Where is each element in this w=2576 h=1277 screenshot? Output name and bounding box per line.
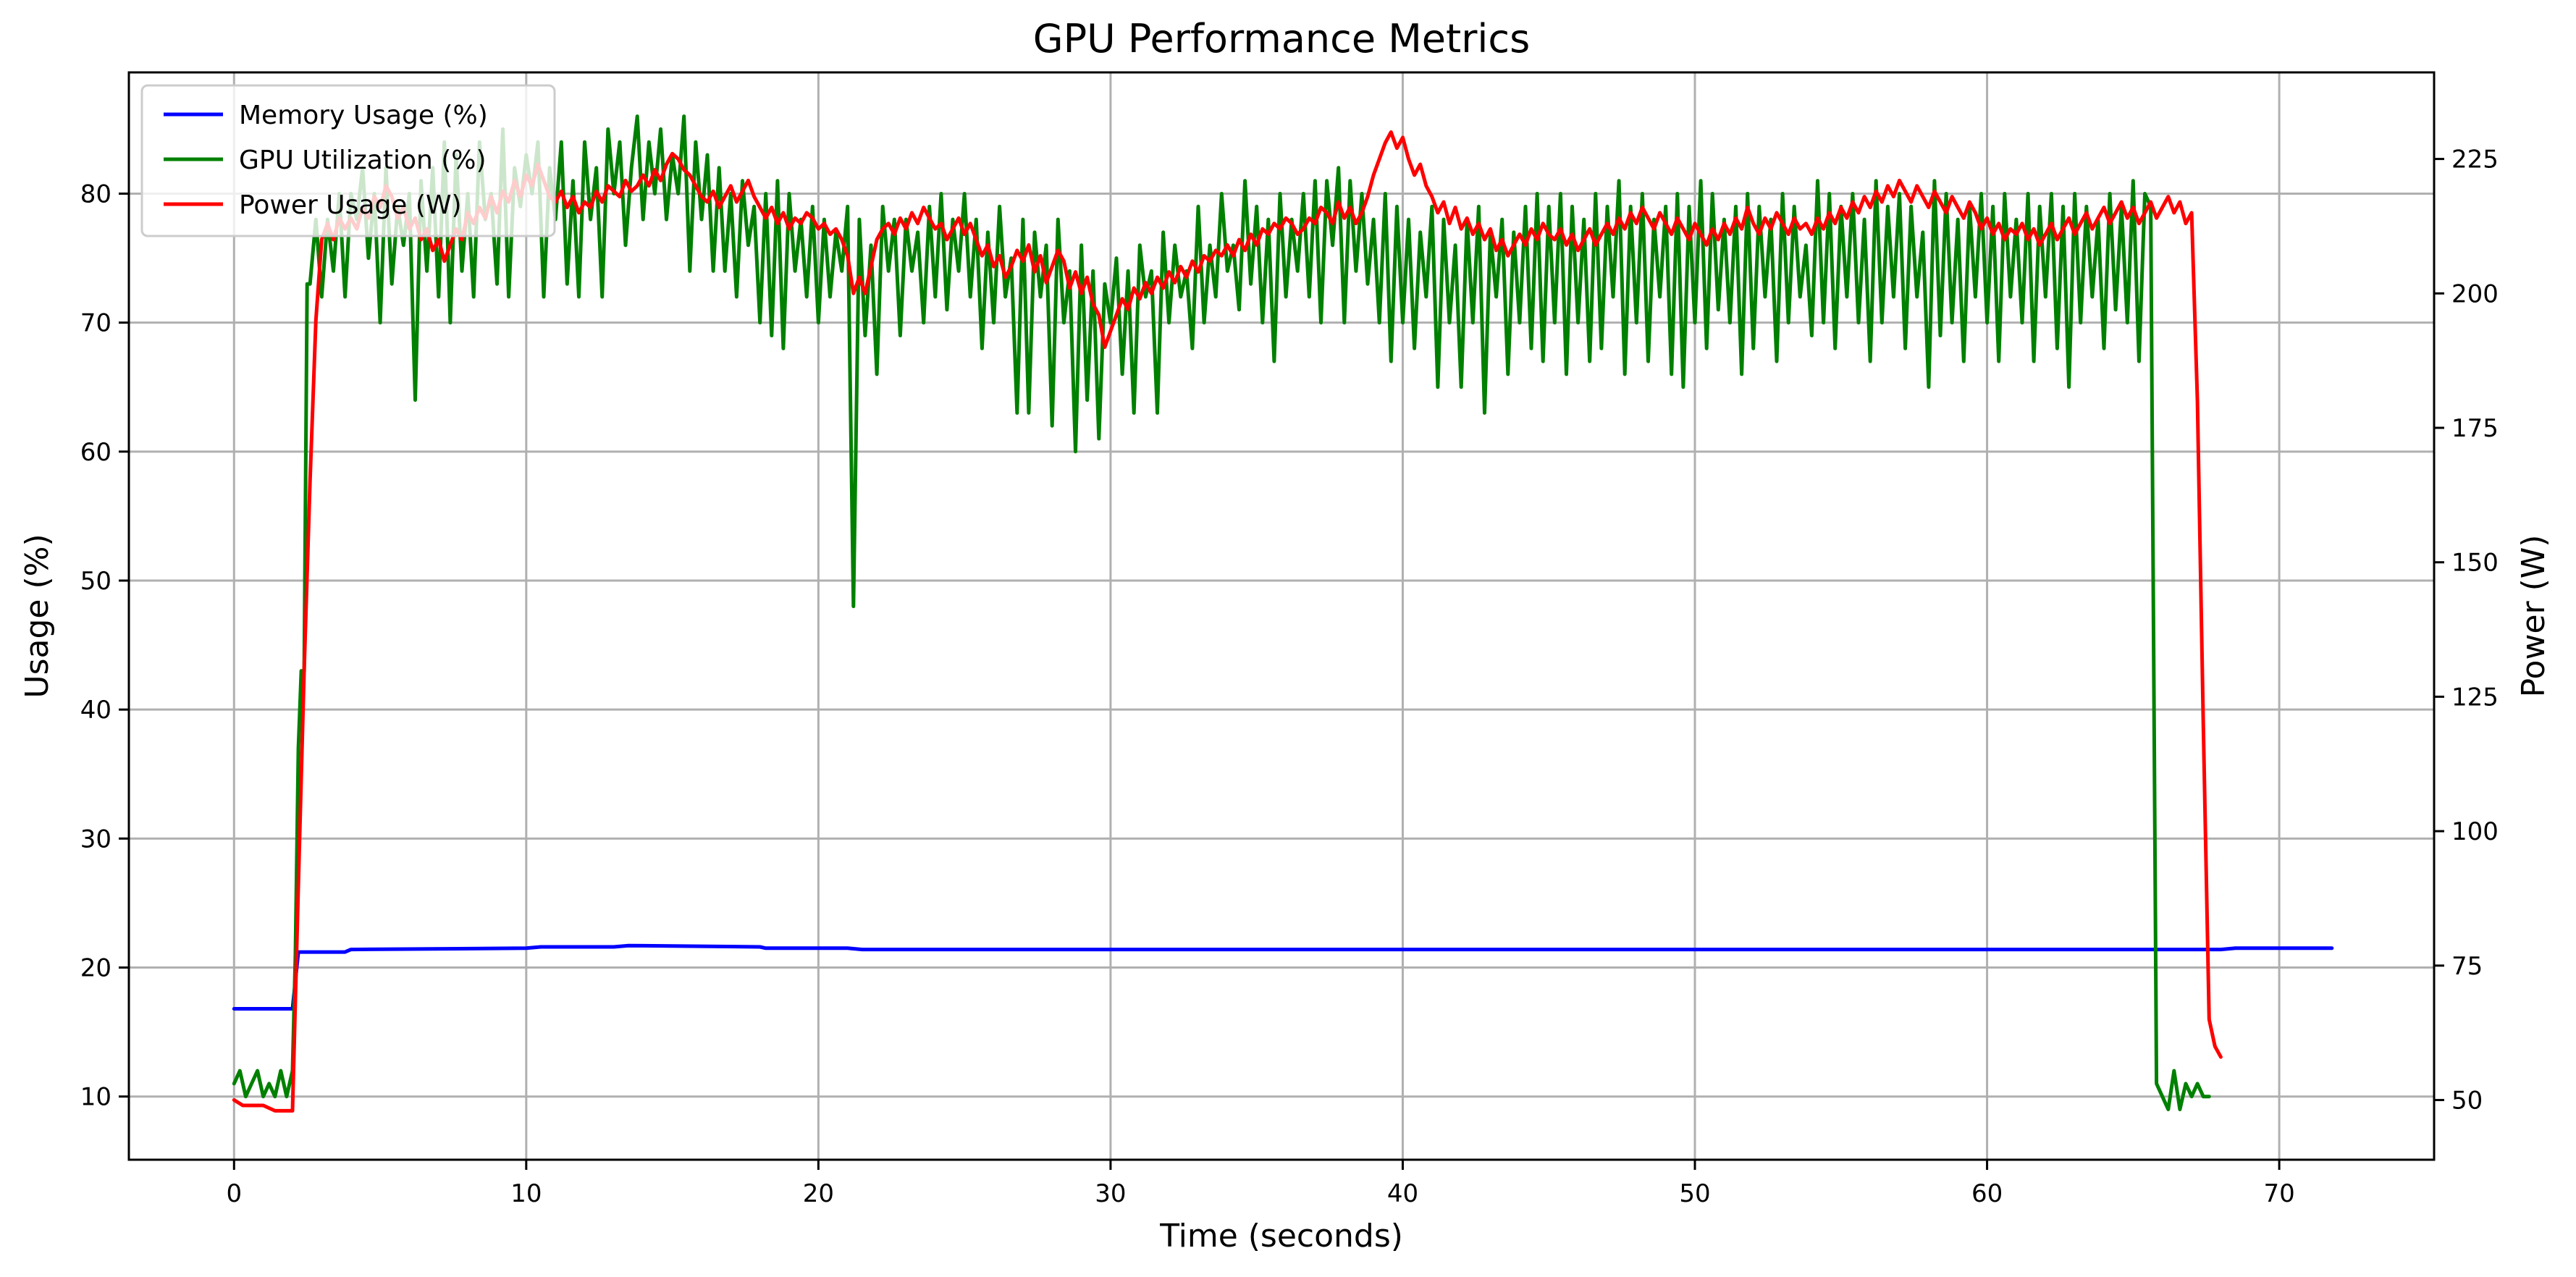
legend-entry-label: Memory Usage (%) bbox=[239, 101, 488, 130]
y-right-tick-label: 150 bbox=[2451, 549, 2499, 578]
x-tick-label: 20 bbox=[803, 1179, 834, 1208]
y-right-tick-label: 50 bbox=[2451, 1087, 2483, 1116]
y-left-tick-label: 60 bbox=[80, 438, 111, 467]
legend-entry-label: GPU Utilization (%) bbox=[239, 146, 487, 175]
grid-layer bbox=[129, 72, 2434, 1160]
y-right-tick-label: 100 bbox=[2451, 817, 2499, 846]
y-axis-label-right: Power (W) bbox=[2515, 535, 2552, 698]
chart-title: GPU Performance Metrics bbox=[1033, 16, 1530, 62]
x-tick-label: 0 bbox=[226, 1179, 242, 1208]
y-right-tick-label: 175 bbox=[2451, 414, 2499, 443]
y-left-tick-label: 20 bbox=[80, 954, 111, 983]
y-left-tick-label: 40 bbox=[80, 696, 111, 725]
x-tick-label: 40 bbox=[1387, 1179, 1418, 1208]
y-left-tick-label: 50 bbox=[80, 567, 111, 596]
y-right-tick-label: 125 bbox=[2451, 683, 2499, 712]
series-line-memory bbox=[232, 943, 2334, 1011]
legend-entry-label: Power Usage (W) bbox=[239, 190, 462, 220]
y-right-tick-label: 200 bbox=[2451, 279, 2499, 308]
x-axis-label: Time (seconds) bbox=[1159, 1218, 1403, 1255]
y-left-tick-label: 10 bbox=[80, 1083, 111, 1112]
plot-frame bbox=[127, 71, 2436, 1161]
legend: Memory Usage (%) GPU Utilization (%) Power… bbox=[140, 84, 556, 237]
y-right-tick-label: 225 bbox=[2451, 146, 2499, 174]
legend-box bbox=[140, 84, 556, 237]
x-tick-label: 50 bbox=[1679, 1179, 1710, 1208]
y-left-tick-label: 70 bbox=[80, 309, 111, 338]
ticks-layer: 0 10 20 30 40 50 60 70 10 20 30 40 50 60 70 80 50 75 100 12… bbox=[80, 146, 2499, 1208]
series-line-power bbox=[232, 130, 2223, 1113]
x-tick-label: 30 bbox=[1095, 1179, 1126, 1208]
y-right-tick-label: 75 bbox=[2451, 952, 2483, 981]
x-tick-label: 10 bbox=[510, 1179, 542, 1208]
y-axis-label-left: Usage (%) bbox=[19, 534, 56, 698]
y-left-tick-label: 30 bbox=[80, 825, 111, 854]
y-left-tick-label: 80 bbox=[80, 180, 111, 208]
x-tick-label: 70 bbox=[2263, 1179, 2294, 1208]
x-tick-label: 60 bbox=[1971, 1179, 2003, 1208]
